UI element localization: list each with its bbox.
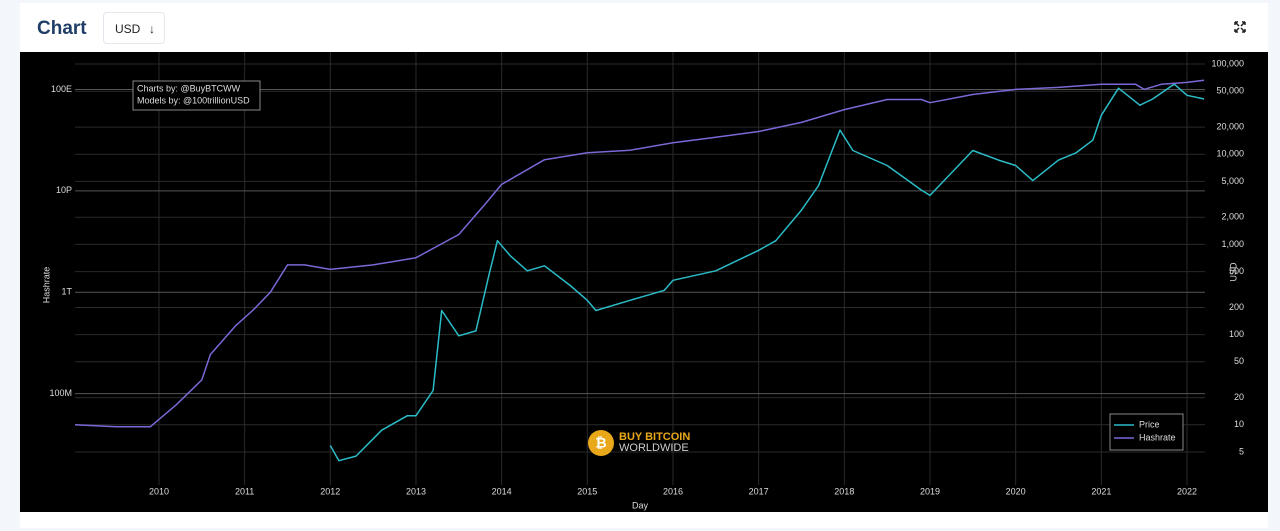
x-tick-label: 2017 — [749, 486, 769, 496]
x-axis-label: Day — [632, 500, 649, 510]
y-tick-label: 100E — [51, 84, 72, 94]
y-tick-label: 1T — [61, 287, 72, 297]
y-axis-label: Hashrate — [41, 267, 51, 304]
chart-background — [20, 52, 1268, 512]
y2-tick-label: 20 — [1234, 392, 1244, 402]
x-tick-label: 2021 — [1091, 486, 1111, 496]
y-tick-label: 10P — [56, 185, 72, 195]
legend: Price Hashrate — [1109, 413, 1184, 451]
watermark: ₿ BUY BITCOIN WORLDWIDE — [588, 430, 690, 456]
svg-text:₿: ₿ — [595, 435, 606, 451]
plot — [74, 79, 1205, 462]
y2-tick-label: 20,000 — [1216, 121, 1244, 131]
y2-tick-label: 5,000 — [1221, 176, 1244, 186]
x-tick-label: 2010 — [149, 486, 169, 496]
dropdown-arrow: ↓ — [149, 22, 155, 36]
x-tick-label: 2016 — [663, 486, 683, 496]
x-tick-label: 2018 — [834, 486, 854, 496]
y2-tick-label: 2,000 — [1221, 212, 1244, 222]
currency-dropdown[interactable]: USD ↓ — [103, 12, 165, 44]
x-tick-label: 2011 — [235, 486, 254, 496]
x-tick-label: 2022 — [1177, 486, 1197, 496]
y2-axis-label: USD — [1228, 262, 1238, 282]
y2-tick-label: 100,000 — [1211, 58, 1244, 68]
series-line — [329, 83, 1205, 462]
y2-tick-label: 100 — [1229, 329, 1244, 339]
y2-tick-label: 10 — [1234, 419, 1244, 429]
currency-label: USD — [115, 22, 141, 36]
y2-tick-label: 10,000 — [1216, 149, 1244, 159]
annotation: Charts by: @BuyBTCWW — [137, 83, 241, 93]
y-tick-label: 100M — [49, 388, 72, 398]
x-tick-label: 2019 — [920, 486, 940, 496]
annotation: Models by: @100trillionUSD — [137, 95, 250, 105]
series-line — [74, 79, 1205, 428]
annotation-box: Charts by: @BuyBTCWW Models by: @100tril… — [132, 80, 261, 111]
watermark-text: BUY BITCOIN — [619, 431, 690, 443]
x-tick-label: 2015 — [577, 486, 597, 496]
x-tick-label: 2013 — [406, 486, 426, 496]
y2-tick-label: 200 — [1229, 302, 1244, 312]
x-tick-label: 2020 — [1006, 486, 1026, 496]
x-tick-label: 2014 — [492, 486, 512, 496]
x-tick-label: 2012 — [320, 486, 340, 496]
y2-tick-label: 5 — [1239, 446, 1244, 456]
y2-tick-label: 50,000 — [1216, 86, 1244, 96]
grid — [75, 52, 1205, 485]
watermark-text: WORLDWIDE — [619, 442, 689, 454]
y2-tick-label: 500 — [1229, 266, 1244, 276]
expand-button[interactable] — [1234, 21, 1246, 33]
legend-label: Price — [1139, 419, 1160, 429]
chart: Charts by: @BuyBTCWW Models by: @100tril… — [20, 52, 1268, 512]
y2-tick-label: 50 — [1234, 356, 1244, 366]
panel-title: Chart — [37, 18, 87, 39]
y2-tick-label: 1,000 — [1221, 239, 1244, 249]
legend-label: Hashrate — [1139, 432, 1176, 442]
